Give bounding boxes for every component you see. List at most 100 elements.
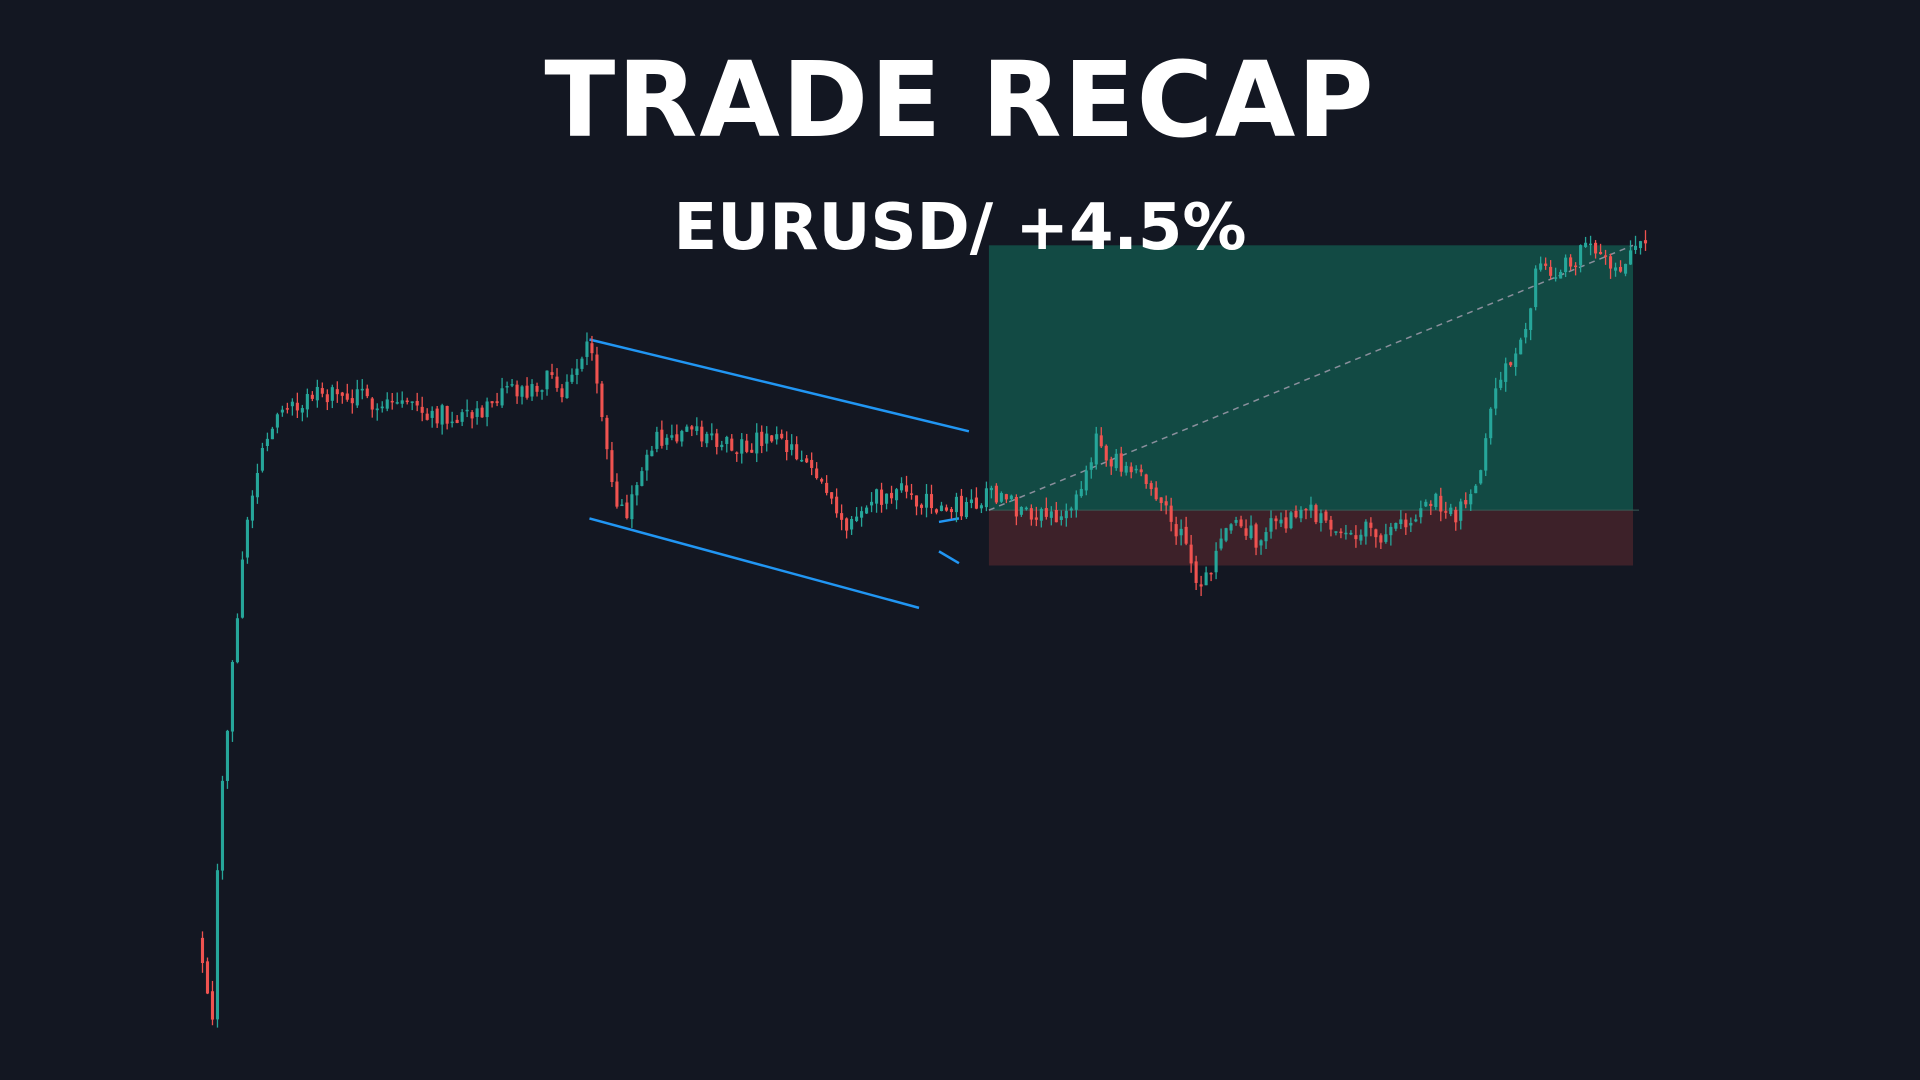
- candle-bullish: [894, 489, 899, 501]
- candle-bearish: [595, 354, 599, 384]
- candle-bullish: [645, 454, 649, 471]
- candle-bullish: [640, 471, 644, 486]
- candle-bullish: [520, 386, 524, 397]
- candle-bearish: [1119, 453, 1123, 472]
- candle-bearish: [1618, 266, 1623, 272]
- wedge-upper-line: [938, 517, 960, 524]
- candle-bullish: [260, 447, 264, 471]
- candle-bearish: [660, 429, 664, 446]
- candle-bearish: [904, 485, 909, 492]
- candle-bearish: [455, 419, 459, 423]
- candle-bearish: [730, 438, 734, 451]
- candle-bearish: [715, 433, 719, 447]
- candle-bullish: [885, 493, 889, 504]
- candle-bearish: [1324, 511, 1328, 521]
- candle-bullish: [865, 507, 869, 514]
- candle-bearish: [420, 406, 424, 413]
- candle-bullish: [315, 386, 319, 401]
- channel-lower-line: [589, 517, 920, 610]
- candle-bearish: [1034, 517, 1038, 520]
- candle-bullish: [225, 730, 230, 781]
- candle-bullish: [630, 494, 634, 520]
- candle-bullish: [964, 501, 968, 518]
- candle-bullish: [1589, 243, 1593, 246]
- candle-bullish: [565, 381, 569, 399]
- candle-bearish: [949, 509, 954, 513]
- candle-bullish: [1019, 507, 1023, 515]
- candle-bullish: [1364, 521, 1368, 537]
- candle-bullish: [235, 618, 239, 663]
- candle-bullish: [1214, 550, 1218, 573]
- candle-bullish: [1633, 245, 1638, 250]
- candle-bullish: [875, 489, 879, 504]
- candle-bearish: [1544, 263, 1548, 266]
- candle-bullish: [240, 559, 244, 618]
- candle-bearish: [1599, 251, 1603, 255]
- candle-bearish: [805, 458, 809, 463]
- candle-bullish: [1554, 277, 1558, 279]
- candle-bearish: [994, 485, 998, 503]
- candle-bearish: [1379, 535, 1383, 543]
- candle-bearish: [880, 489, 884, 505]
- candle-bearish: [555, 376, 559, 388]
- candle-bullish: [1559, 271, 1563, 279]
- candle-bullish: [1469, 494, 1473, 505]
- candle-bullish: [1623, 263, 1628, 274]
- candle-bearish: [1239, 519, 1243, 527]
- trade-zones: [988, 244, 1640, 566]
- candle-bullish: [1344, 532, 1348, 535]
- candle-bullish: [500, 388, 504, 406]
- candle-bullish: [380, 406, 384, 409]
- candle-bearish: [1304, 508, 1308, 511]
- candle-bullish: [1494, 388, 1498, 409]
- candle-bullish: [220, 780, 225, 871]
- candlestick-series: [200, 230, 1648, 1028]
- candle-bearish: [535, 385, 539, 392]
- candle-bullish: [924, 493, 929, 508]
- candle-bullish: [580, 358, 584, 369]
- candle-bullish: [545, 370, 549, 390]
- candle-bearish: [370, 398, 374, 410]
- candle-bearish: [1464, 500, 1468, 505]
- candle-bullish: [979, 505, 983, 509]
- candle-bearish: [445, 406, 449, 424]
- candle-bullish: [1384, 534, 1388, 542]
- candle-bullish: [999, 492, 1003, 502]
- candle-bullish: [790, 444, 794, 450]
- candle-bearish: [350, 398, 354, 404]
- candle-bearish: [835, 496, 839, 514]
- candle-bearish: [1109, 459, 1113, 467]
- candle-bearish: [760, 431, 764, 446]
- candle-bearish: [830, 492, 834, 499]
- candle-bullish: [1499, 379, 1503, 388]
- candle-bullish: [1539, 263, 1543, 270]
- candle-bullish: [245, 519, 249, 558]
- candle-bearish: [285, 408, 289, 410]
- candle-bearish: [919, 504, 924, 508]
- candle-bearish: [550, 372, 554, 375]
- candle-bearish: [1014, 496, 1018, 517]
- candle-bearish: [1244, 528, 1248, 536]
- candle-bullish: [265, 438, 269, 447]
- candle-bullish: [270, 428, 274, 440]
- candle-bullish: [989, 487, 993, 491]
- candle-bearish: [690, 426, 694, 430]
- candle-bullish: [215, 870, 220, 1020]
- candle-bullish: [1079, 488, 1083, 497]
- candle-bearish: [845, 518, 849, 531]
- candle-bullish: [1074, 494, 1078, 510]
- candle-bullish: [400, 400, 404, 404]
- candle-bullish: [505, 385, 509, 388]
- candle-bullish: [705, 433, 709, 444]
- candle-bearish: [1144, 474, 1148, 484]
- candle-bearish: [815, 468, 819, 479]
- candle-bullish: [570, 374, 574, 382]
- candle-bearish: [785, 439, 789, 453]
- candle-bearish: [310, 394, 314, 399]
- candle-bearish: [1054, 509, 1058, 523]
- candle-bearish: [1574, 265, 1578, 268]
- channel-upper-line: [589, 338, 970, 433]
- candle-bearish: [820, 479, 824, 482]
- candle-bearish: [1194, 561, 1198, 583]
- candle-bullish: [1009, 495, 1013, 499]
